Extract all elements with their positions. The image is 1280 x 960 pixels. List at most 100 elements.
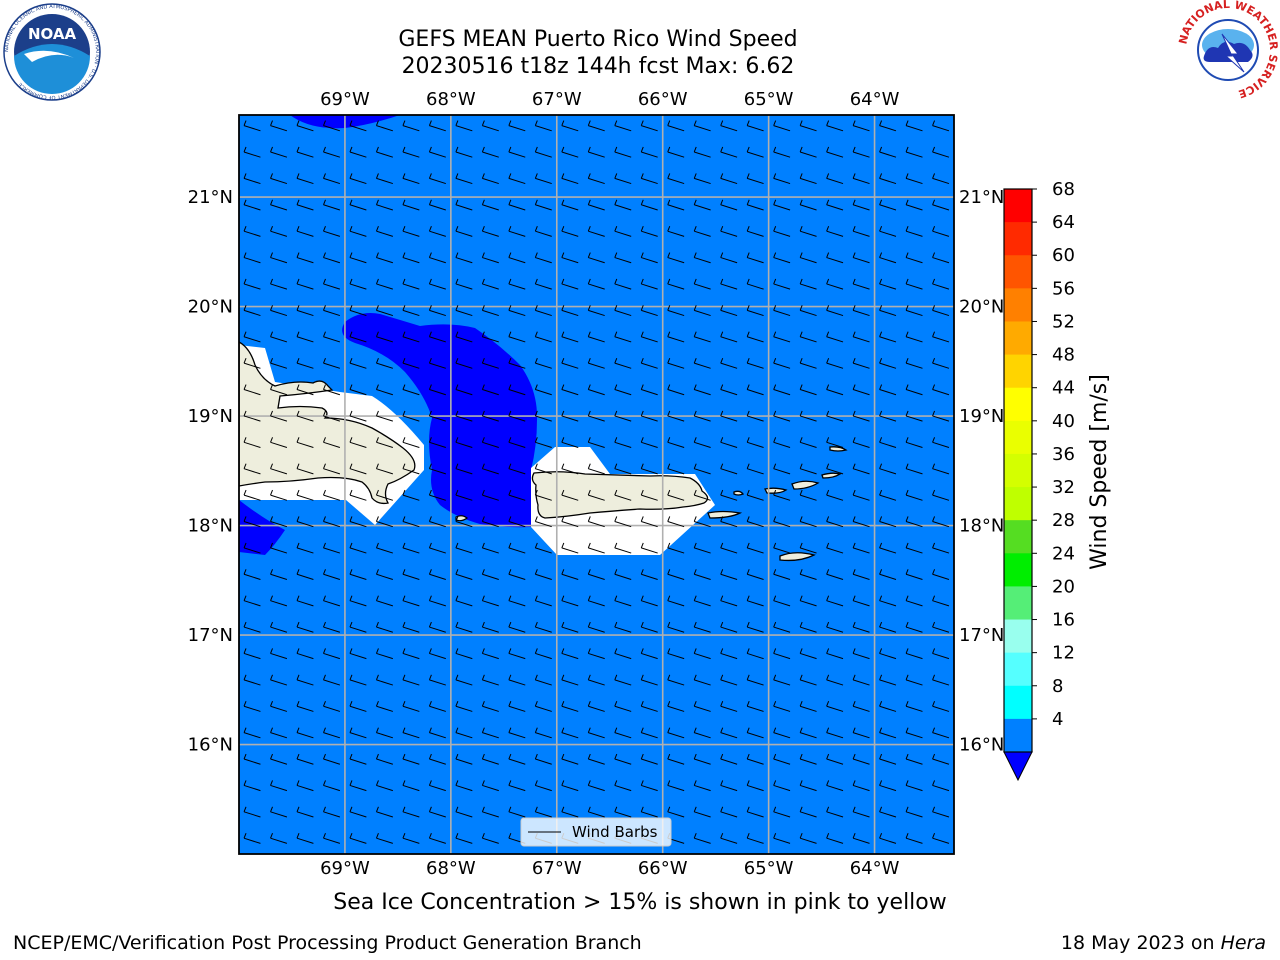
wind-barb bbox=[481, 806, 499, 818]
wind-barb bbox=[428, 674, 446, 686]
wind-barb bbox=[826, 120, 844, 132]
wind-barb bbox=[323, 489, 341, 501]
wind-barb bbox=[375, 120, 393, 132]
wind-barb bbox=[323, 225, 341, 237]
wind-barb bbox=[296, 120, 314, 132]
wind-barb bbox=[534, 410, 552, 422]
wind-barb bbox=[614, 305, 632, 317]
wind-barb bbox=[667, 569, 685, 580]
wind-barb bbox=[720, 199, 738, 211]
wind-barb bbox=[428, 753, 446, 765]
wind-barb bbox=[534, 569, 552, 580]
colorbar-segment-5 bbox=[1004, 354, 1032, 389]
wind-barb bbox=[270, 173, 288, 185]
wind-barb bbox=[455, 120, 473, 132]
wind-barb bbox=[746, 569, 764, 580]
wind-barb bbox=[349, 648, 367, 660]
wind-barb bbox=[932, 727, 950, 739]
wind-barb bbox=[693, 357, 711, 369]
colorbar-segment-9 bbox=[1004, 487, 1032, 521]
wind-barb bbox=[402, 225, 420, 237]
wind-barb bbox=[587, 463, 605, 475]
wind-barb bbox=[270, 437, 288, 448]
wind-barb bbox=[561, 489, 579, 501]
wind-barb bbox=[270, 674, 288, 686]
wind-barb bbox=[402, 199, 420, 211]
wind-barb bbox=[296, 410, 314, 422]
wind-barb bbox=[640, 542, 658, 554]
wind-barb bbox=[428, 357, 446, 369]
wind-barb bbox=[534, 199, 552, 211]
wind-barb bbox=[323, 173, 341, 185]
wind-barb bbox=[481, 305, 499, 317]
wind-barb bbox=[852, 542, 870, 554]
wind-barb bbox=[481, 146, 499, 158]
wind-barb bbox=[349, 595, 367, 607]
wind-barb bbox=[428, 701, 446, 712]
lon-label-bottom-2: 67°W bbox=[532, 858, 582, 879]
wind-barb bbox=[932, 569, 950, 580]
wind-barb bbox=[243, 489, 261, 501]
wind-barb bbox=[799, 621, 817, 633]
wind-barb bbox=[614, 146, 632, 158]
wind-barb bbox=[534, 806, 552, 818]
wind-barb bbox=[799, 648, 817, 660]
wind-barb bbox=[932, 701, 950, 712]
wind-barb bbox=[746, 437, 764, 448]
wind-barb bbox=[905, 674, 923, 686]
wind-barb bbox=[720, 806, 738, 818]
wind-barb bbox=[561, 357, 579, 369]
lon-label-top-3: 66°W bbox=[638, 89, 688, 110]
wind-barb bbox=[296, 252, 314, 264]
wind-barb bbox=[428, 516, 446, 528]
wind-barb bbox=[799, 542, 817, 554]
colorbar-segment-7 bbox=[1004, 420, 1032, 455]
wind-barb bbox=[349, 833, 367, 844]
wind-barb bbox=[296, 384, 314, 396]
wind-barb bbox=[852, 780, 870, 792]
wind-barb bbox=[323, 146, 341, 158]
wind-barb bbox=[349, 305, 367, 317]
wind-barb bbox=[375, 780, 393, 792]
wind-barb bbox=[349, 437, 367, 448]
wind-barb bbox=[587, 252, 605, 264]
wind-barb bbox=[455, 331, 473, 343]
wind-barb bbox=[508, 648, 526, 660]
wind-barb bbox=[826, 173, 844, 185]
wind-barb bbox=[508, 701, 526, 712]
colorbar-tick-label-4: 52 bbox=[1052, 311, 1075, 332]
wind-barb bbox=[508, 173, 526, 185]
wind-barb bbox=[667, 648, 685, 660]
wind-barb bbox=[746, 173, 764, 185]
wind-barb bbox=[481, 331, 499, 343]
wind-barbs bbox=[243, 120, 950, 844]
wind-barb bbox=[508, 542, 526, 554]
map-frame bbox=[238, 114, 955, 855]
wind-barb bbox=[323, 701, 341, 712]
legend-label: Wind Barbs bbox=[572, 823, 658, 841]
wind-barb bbox=[508, 146, 526, 158]
wind-barb bbox=[428, 806, 446, 818]
wind-barb bbox=[243, 542, 261, 554]
wind-barb bbox=[323, 463, 341, 475]
axis-labels: 69°W 69°W 68°W 68°W 67°W 67°W 66°W 66°W 65°W 65°W… bbox=[188, 89, 1005, 879]
wind-barb bbox=[852, 621, 870, 633]
wind-barb bbox=[640, 410, 658, 422]
colorbar-segment-1 bbox=[1004, 222, 1032, 256]
wind-barb bbox=[481, 569, 499, 580]
wind-barb bbox=[296, 278, 314, 290]
colorbar-frame bbox=[1003, 188, 1033, 753]
lat-label-left-2: 19°N bbox=[188, 406, 233, 427]
wind-barb bbox=[667, 410, 685, 422]
wind-barb bbox=[349, 489, 367, 501]
wind-barb bbox=[773, 278, 791, 290]
wind-barb bbox=[773, 701, 791, 712]
wind-barb bbox=[508, 753, 526, 765]
wind-barb bbox=[932, 357, 950, 369]
wind-barb bbox=[720, 410, 738, 422]
lat-label-right-3: 18°N bbox=[959, 516, 1004, 537]
wind-barb bbox=[375, 727, 393, 739]
wind-barb bbox=[455, 727, 473, 739]
wind-barb bbox=[296, 701, 314, 712]
wind-barb bbox=[561, 384, 579, 396]
